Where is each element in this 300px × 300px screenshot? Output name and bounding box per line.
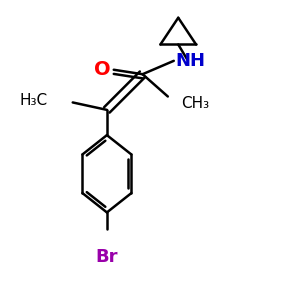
Text: CH₃: CH₃ xyxy=(181,95,209,110)
Text: Br: Br xyxy=(96,248,118,266)
Text: H₃C: H₃C xyxy=(19,93,47,108)
Text: O: O xyxy=(94,60,111,79)
Text: NH: NH xyxy=(175,52,205,70)
